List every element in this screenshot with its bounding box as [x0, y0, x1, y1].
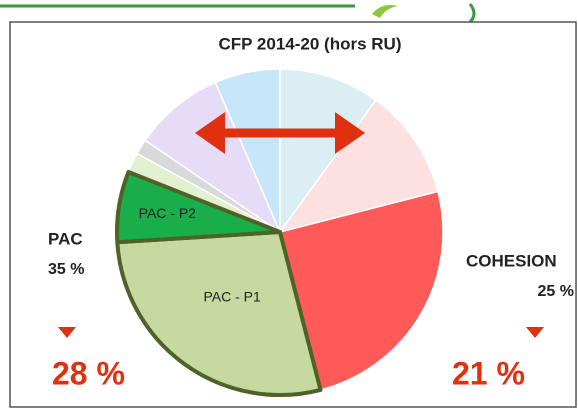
pie-slice [279, 190, 444, 391]
annotation: 28 % [52, 355, 125, 391]
pie-slice [115, 230, 323, 397]
pie-slice [279, 68, 377, 233]
pie-slice [115, 169, 282, 245]
annotation: PAC [48, 229, 83, 248]
pie-slice [144, 81, 281, 233]
slice-label: PAC - P1 [203, 289, 261, 305]
pie: PAC - P1 PAC - P2 [115, 68, 444, 397]
annotation: 35 % [48, 261, 84, 278]
double-arrow [195, 112, 365, 154]
annotation: 21 % [452, 355, 525, 391]
chart-title: CFP 2014-20 (hors RU) [219, 34, 402, 53]
annotation: COHESION [466, 251, 557, 270]
logo [372, 5, 398, 18]
pie-slice [279, 99, 439, 233]
slice-label: PAC - P2 [139, 205, 197, 221]
annotation: 25 % [538, 283, 574, 300]
down-triangle [526, 327, 544, 338]
frame [9, 21, 577, 408]
pie-slice [214, 68, 281, 233]
logo [468, 3, 476, 24]
down-triangle [58, 327, 76, 338]
